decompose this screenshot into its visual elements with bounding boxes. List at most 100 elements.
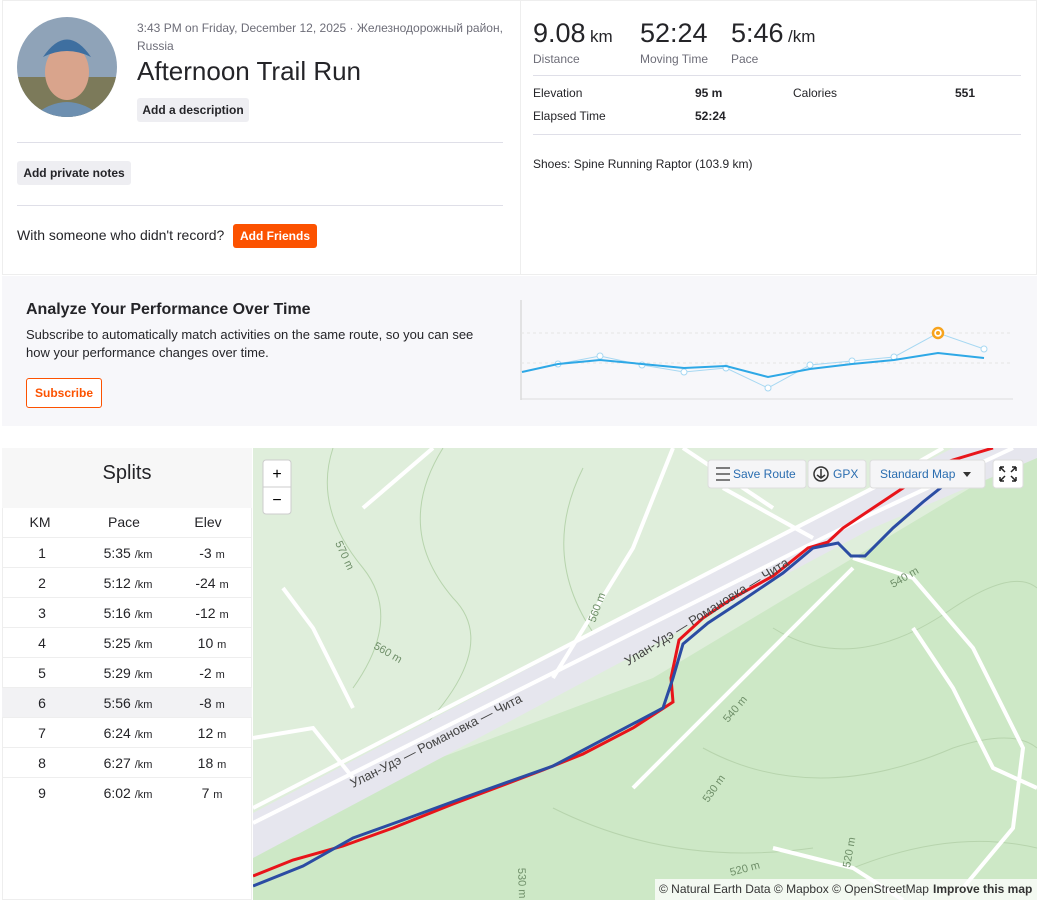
split-row: 7 6:24 /km 12 m bbox=[2, 717, 252, 748]
split-km: 6 bbox=[38, 695, 46, 711]
splits-title: Splits bbox=[2, 448, 252, 508]
stat-label: Elevation bbox=[533, 86, 583, 100]
promo-graphic bbox=[520, 300, 1013, 400]
pace-value: 5:25 bbox=[103, 635, 131, 651]
elev-value: 12 bbox=[197, 725, 214, 741]
stat-value: 52:24 bbox=[640, 18, 708, 48]
improve-map-link[interactable]: Improve this map bbox=[933, 882, 1032, 896]
split-pace: 5:25 /km bbox=[86, 635, 170, 651]
elev-unit: m bbox=[217, 759, 227, 771]
zoom-out-button[interactable]: − bbox=[272, 492, 281, 509]
elev-value: -8 bbox=[199, 695, 212, 711]
pace-unit: /km bbox=[134, 699, 153, 711]
elev-unit: m bbox=[219, 579, 229, 591]
pace-value: 6:24 bbox=[103, 725, 131, 741]
shoes: Shoes: Spine Running Raptor (103.9 km) bbox=[533, 157, 753, 171]
column-header: Elev bbox=[194, 514, 222, 530]
elev-value: -2 bbox=[199, 665, 212, 681]
save-route-button[interactable] bbox=[707, 459, 807, 489]
pace-value: 5:35 bbox=[103, 545, 131, 561]
pace-value: 5:12 bbox=[103, 575, 131, 591]
gpx-label: GPX bbox=[833, 467, 858, 481]
split-km: 2 bbox=[38, 575, 46, 591]
pace-unit: /km bbox=[134, 579, 153, 591]
split-elev: -3 m bbox=[170, 545, 254, 561]
split-elev: 18 m bbox=[170, 755, 254, 771]
fullscreen-button[interactable] bbox=[992, 459, 1024, 489]
stat-distance: 9.08 km bbox=[533, 18, 613, 49]
pace-unit: /km bbox=[134, 789, 153, 801]
split-km: 7 bbox=[38, 725, 46, 741]
pace-unit: /km bbox=[134, 759, 153, 771]
zoom-in-button[interactable]: + bbox=[272, 466, 281, 483]
pace-unit: /km bbox=[134, 669, 153, 681]
split-km: 3 bbox=[38, 605, 46, 621]
split-elev: 7 m bbox=[170, 785, 254, 801]
activity-title: Afternoon Trail Run bbox=[137, 56, 362, 86]
elev-unit: m bbox=[217, 639, 227, 651]
split-pace: 5:29 /km bbox=[86, 665, 170, 681]
split-km: 8 bbox=[38, 755, 46, 771]
elev-unit: m bbox=[215, 549, 225, 561]
subscribe-button[interactable]: Subscribe bbox=[26, 378, 102, 408]
split-pace: 5:56 /km bbox=[86, 695, 170, 711]
promo-text: Subscribe to automatically match activit… bbox=[26, 327, 474, 360]
stat-value: 551 bbox=[955, 86, 976, 100]
pace-value: 6:27 bbox=[103, 755, 131, 771]
contour-label: 520 m bbox=[841, 836, 858, 868]
pace-value: 5:56 bbox=[103, 695, 131, 711]
save-route-label: Save Route bbox=[733, 467, 796, 481]
split-pace: 5:16 /km bbox=[86, 605, 170, 621]
stat-value: 52:24 bbox=[695, 109, 726, 123]
split-pace: 5:35 /km bbox=[86, 545, 170, 561]
promo-title: Analyze Your Performance Over Time bbox=[26, 301, 311, 318]
split-row: 8 6:27 /km 18 m bbox=[2, 747, 252, 778]
elev-value: 10 bbox=[197, 635, 214, 651]
stat-unit: /km bbox=[788, 27, 816, 46]
split-elev: -2 m bbox=[170, 665, 254, 681]
split-pace: 6:27 /km bbox=[86, 755, 170, 771]
pace-value: 5:29 bbox=[103, 665, 131, 681]
split-km: 5 bbox=[38, 665, 46, 681]
pace-value: 5:16 bbox=[103, 605, 131, 621]
split-elev: -8 m bbox=[170, 695, 254, 711]
stat-value: 9.08 bbox=[533, 18, 586, 48]
contour-label: 530 m bbox=[515, 868, 528, 899]
elev-value: 7 bbox=[201, 785, 210, 801]
elev-value: 18 bbox=[197, 755, 214, 771]
split-row: 4 5:25 /km 10 m bbox=[2, 627, 252, 658]
pace-unit: /km bbox=[134, 729, 153, 741]
elev-unit: m bbox=[213, 789, 223, 801]
split-pace: 6:24 /km bbox=[86, 725, 170, 741]
add-private-notes-button[interactable]: Add private notes bbox=[17, 161, 131, 185]
zoom-control: + − bbox=[262, 459, 292, 515]
activity-card bbox=[2, 0, 1037, 275]
add-friends-button[interactable]: Add Friends bbox=[233, 224, 317, 248]
elev-value: -24 bbox=[195, 575, 216, 591]
column-header: KM bbox=[29, 514, 51, 530]
split-km: 1 bbox=[38, 545, 46, 561]
map-style-label: Standard Map bbox=[880, 467, 956, 481]
split-row: 2 5:12 /km -24 m bbox=[2, 567, 252, 598]
elev-unit: m bbox=[217, 729, 227, 741]
split-elev: -12 m bbox=[170, 605, 254, 621]
split-km: 4 bbox=[38, 635, 46, 651]
elev-unit: m bbox=[215, 669, 225, 681]
divider bbox=[17, 142, 503, 143]
column-header: Pace bbox=[108, 514, 140, 530]
add-description-button[interactable]: Add a description bbox=[137, 98, 249, 122]
split-elev: 12 m bbox=[170, 725, 254, 741]
avatar[interactable] bbox=[17, 17, 117, 117]
map-style-dropdown[interactable] bbox=[869, 459, 986, 489]
divider bbox=[520, 0, 521, 275]
divider bbox=[533, 75, 1021, 76]
stat-value: 95 m bbox=[695, 86, 723, 100]
stat-value: 5:46 bbox=[731, 18, 784, 48]
stat-unit: km bbox=[590, 27, 613, 46]
split-pace: 5:12 /km bbox=[86, 575, 170, 591]
split-elev: 10 m bbox=[170, 635, 254, 651]
stat-label: Moving Time bbox=[640, 52, 709, 66]
pace-unit: /km bbox=[134, 549, 153, 561]
